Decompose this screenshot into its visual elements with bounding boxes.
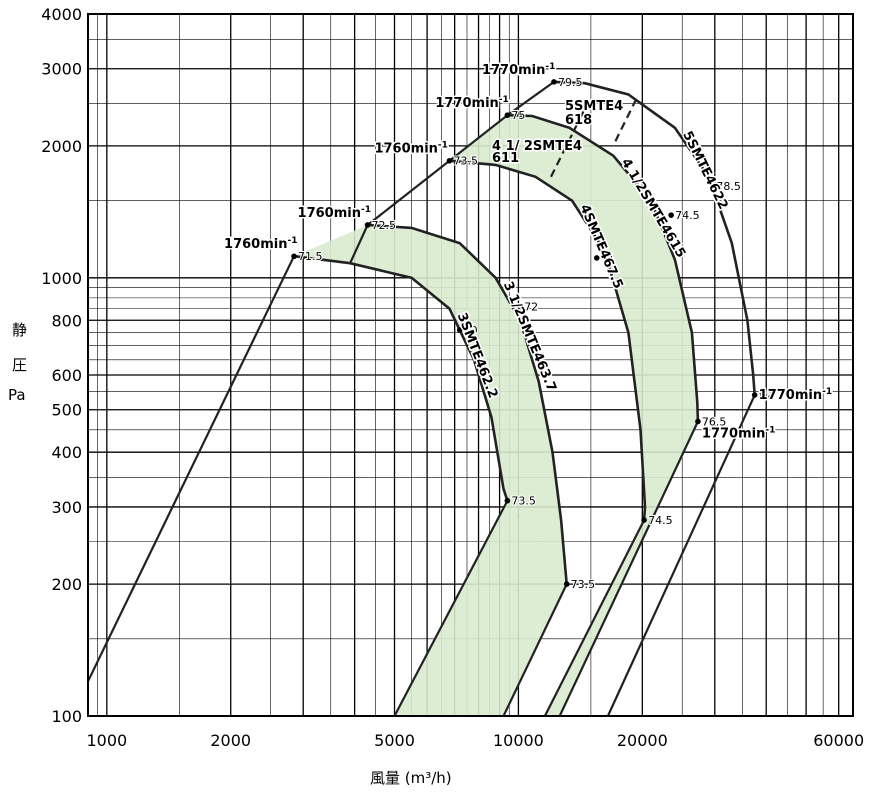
speed-label: 1770min-1 (482, 62, 555, 78)
label-4half-4611-a: 4 1/ 2SMTE4 (492, 139, 582, 154)
label-5smte4618-a: 5SMTE4 (565, 99, 623, 114)
speed-label: 1770min-1 (702, 425, 775, 441)
system-line-0 (87, 255, 295, 682)
marker-label: 79.5 (558, 76, 583, 89)
curve-marker (517, 303, 523, 310)
y-axis-title-2: 圧 (12, 356, 27, 374)
curve-marker (364, 222, 371, 228)
curve-marker (456, 327, 463, 333)
marker-label: 70 (464, 324, 478, 337)
y-tick-label: 3000 (41, 60, 82, 79)
fan-curves (293, 80, 756, 585)
speed-label: 1770min-1 (435, 95, 508, 111)
system-line-1 (349, 224, 369, 264)
curve-marker (551, 79, 557, 85)
fan-curve-4 (553, 80, 756, 396)
plot-frame (87, 13, 854, 717)
marker-label: 74.5 (648, 514, 673, 527)
curve-marker (446, 157, 453, 164)
system-line-3 (448, 114, 509, 162)
curve-marker (291, 253, 297, 260)
fan-curve-2 (449, 159, 647, 521)
series-label: 5SMTE4622 (679, 129, 730, 212)
fill-band-3-to-3half (294, 225, 567, 585)
marker-label: 72 (524, 301, 538, 314)
fill-band-lower-1 (394, 500, 567, 716)
curve-marker (504, 112, 511, 119)
speed-label: 1770min-1 (759, 387, 832, 403)
y-axis-title-3: Pa (8, 386, 26, 404)
curve-marker (563, 581, 570, 587)
axis-ticks: 1000 2000 5000 10000 20000 60000 100 200 300 400 5… (41, 5, 864, 750)
y-tick-label: 300 (51, 498, 82, 517)
marker-label: 73.5 (511, 495, 536, 508)
dashed-line-4618 (614, 95, 639, 142)
curve-marker (641, 517, 647, 523)
x-axis-title: 風量 (m³/h) (370, 769, 452, 787)
x-tick-label: 1000 (86, 731, 127, 750)
speed-label: 1760min-1 (374, 141, 447, 157)
marker-label: 78.5 (716, 180, 741, 193)
fan-curve-0 (293, 254, 509, 502)
fan-curve-3 (507, 113, 700, 422)
speed-label: 1760min-1 (224, 236, 297, 252)
system-lines (87, 81, 756, 717)
marker-label: 71.5 (298, 250, 323, 263)
label-4half-4611-b: 611 (492, 151, 519, 166)
fan-curve-1 (367, 223, 568, 585)
speed-label: 1760min-1 (298, 205, 371, 221)
marker-label: 75 (511, 109, 525, 122)
system-line-8 (558, 421, 699, 717)
y-tick-label: 600 (51, 366, 82, 385)
y-axis-title-1: 静 (12, 321, 27, 339)
system-line-2 (366, 159, 451, 226)
system-line-7 (543, 519, 646, 717)
y-tick-label: 1000 (41, 269, 82, 288)
marker-label: 76.5 (702, 415, 727, 428)
y-tick-label: 400 (51, 443, 82, 462)
y-tick-label: 100 (51, 707, 82, 726)
marker-label: 71 (601, 252, 615, 265)
x-tick-label: 10000 (493, 731, 544, 750)
y-tick-label: 4000 (41, 5, 82, 24)
marker-label: 73.5 (571, 578, 596, 591)
curve-marker (695, 418, 701, 425)
system-line-9 (606, 394, 756, 717)
x-tick-label: 2000 (210, 731, 251, 750)
curve-marker (504, 497, 511, 504)
label-5smte4618-b: 618 (565, 113, 592, 128)
system-line-4 (506, 81, 555, 117)
marker-label: 72.5 (372, 219, 397, 232)
system-line-5 (393, 500, 509, 717)
curve-marker (593, 255, 600, 261)
y-tick-label: 800 (51, 311, 82, 330)
curve-marker (668, 212, 674, 218)
curve-marker (751, 392, 758, 398)
marker-label: 82 (759, 389, 773, 402)
x-tick-label: 60000 (813, 731, 864, 750)
y-tick-label: 500 (51, 401, 82, 420)
y-tick-label: 200 (51, 575, 82, 594)
fill-band-4-to-4half (449, 115, 698, 521)
x-tick-label: 20000 (617, 731, 668, 750)
system-line-6 (502, 583, 568, 717)
marker-label: 74.5 (675, 209, 700, 222)
x-tick-label: 5000 (374, 731, 415, 750)
marker-label: 73.5 (453, 155, 478, 168)
y-tick-label: 2000 (41, 137, 82, 156)
curve-marker (709, 183, 716, 189)
